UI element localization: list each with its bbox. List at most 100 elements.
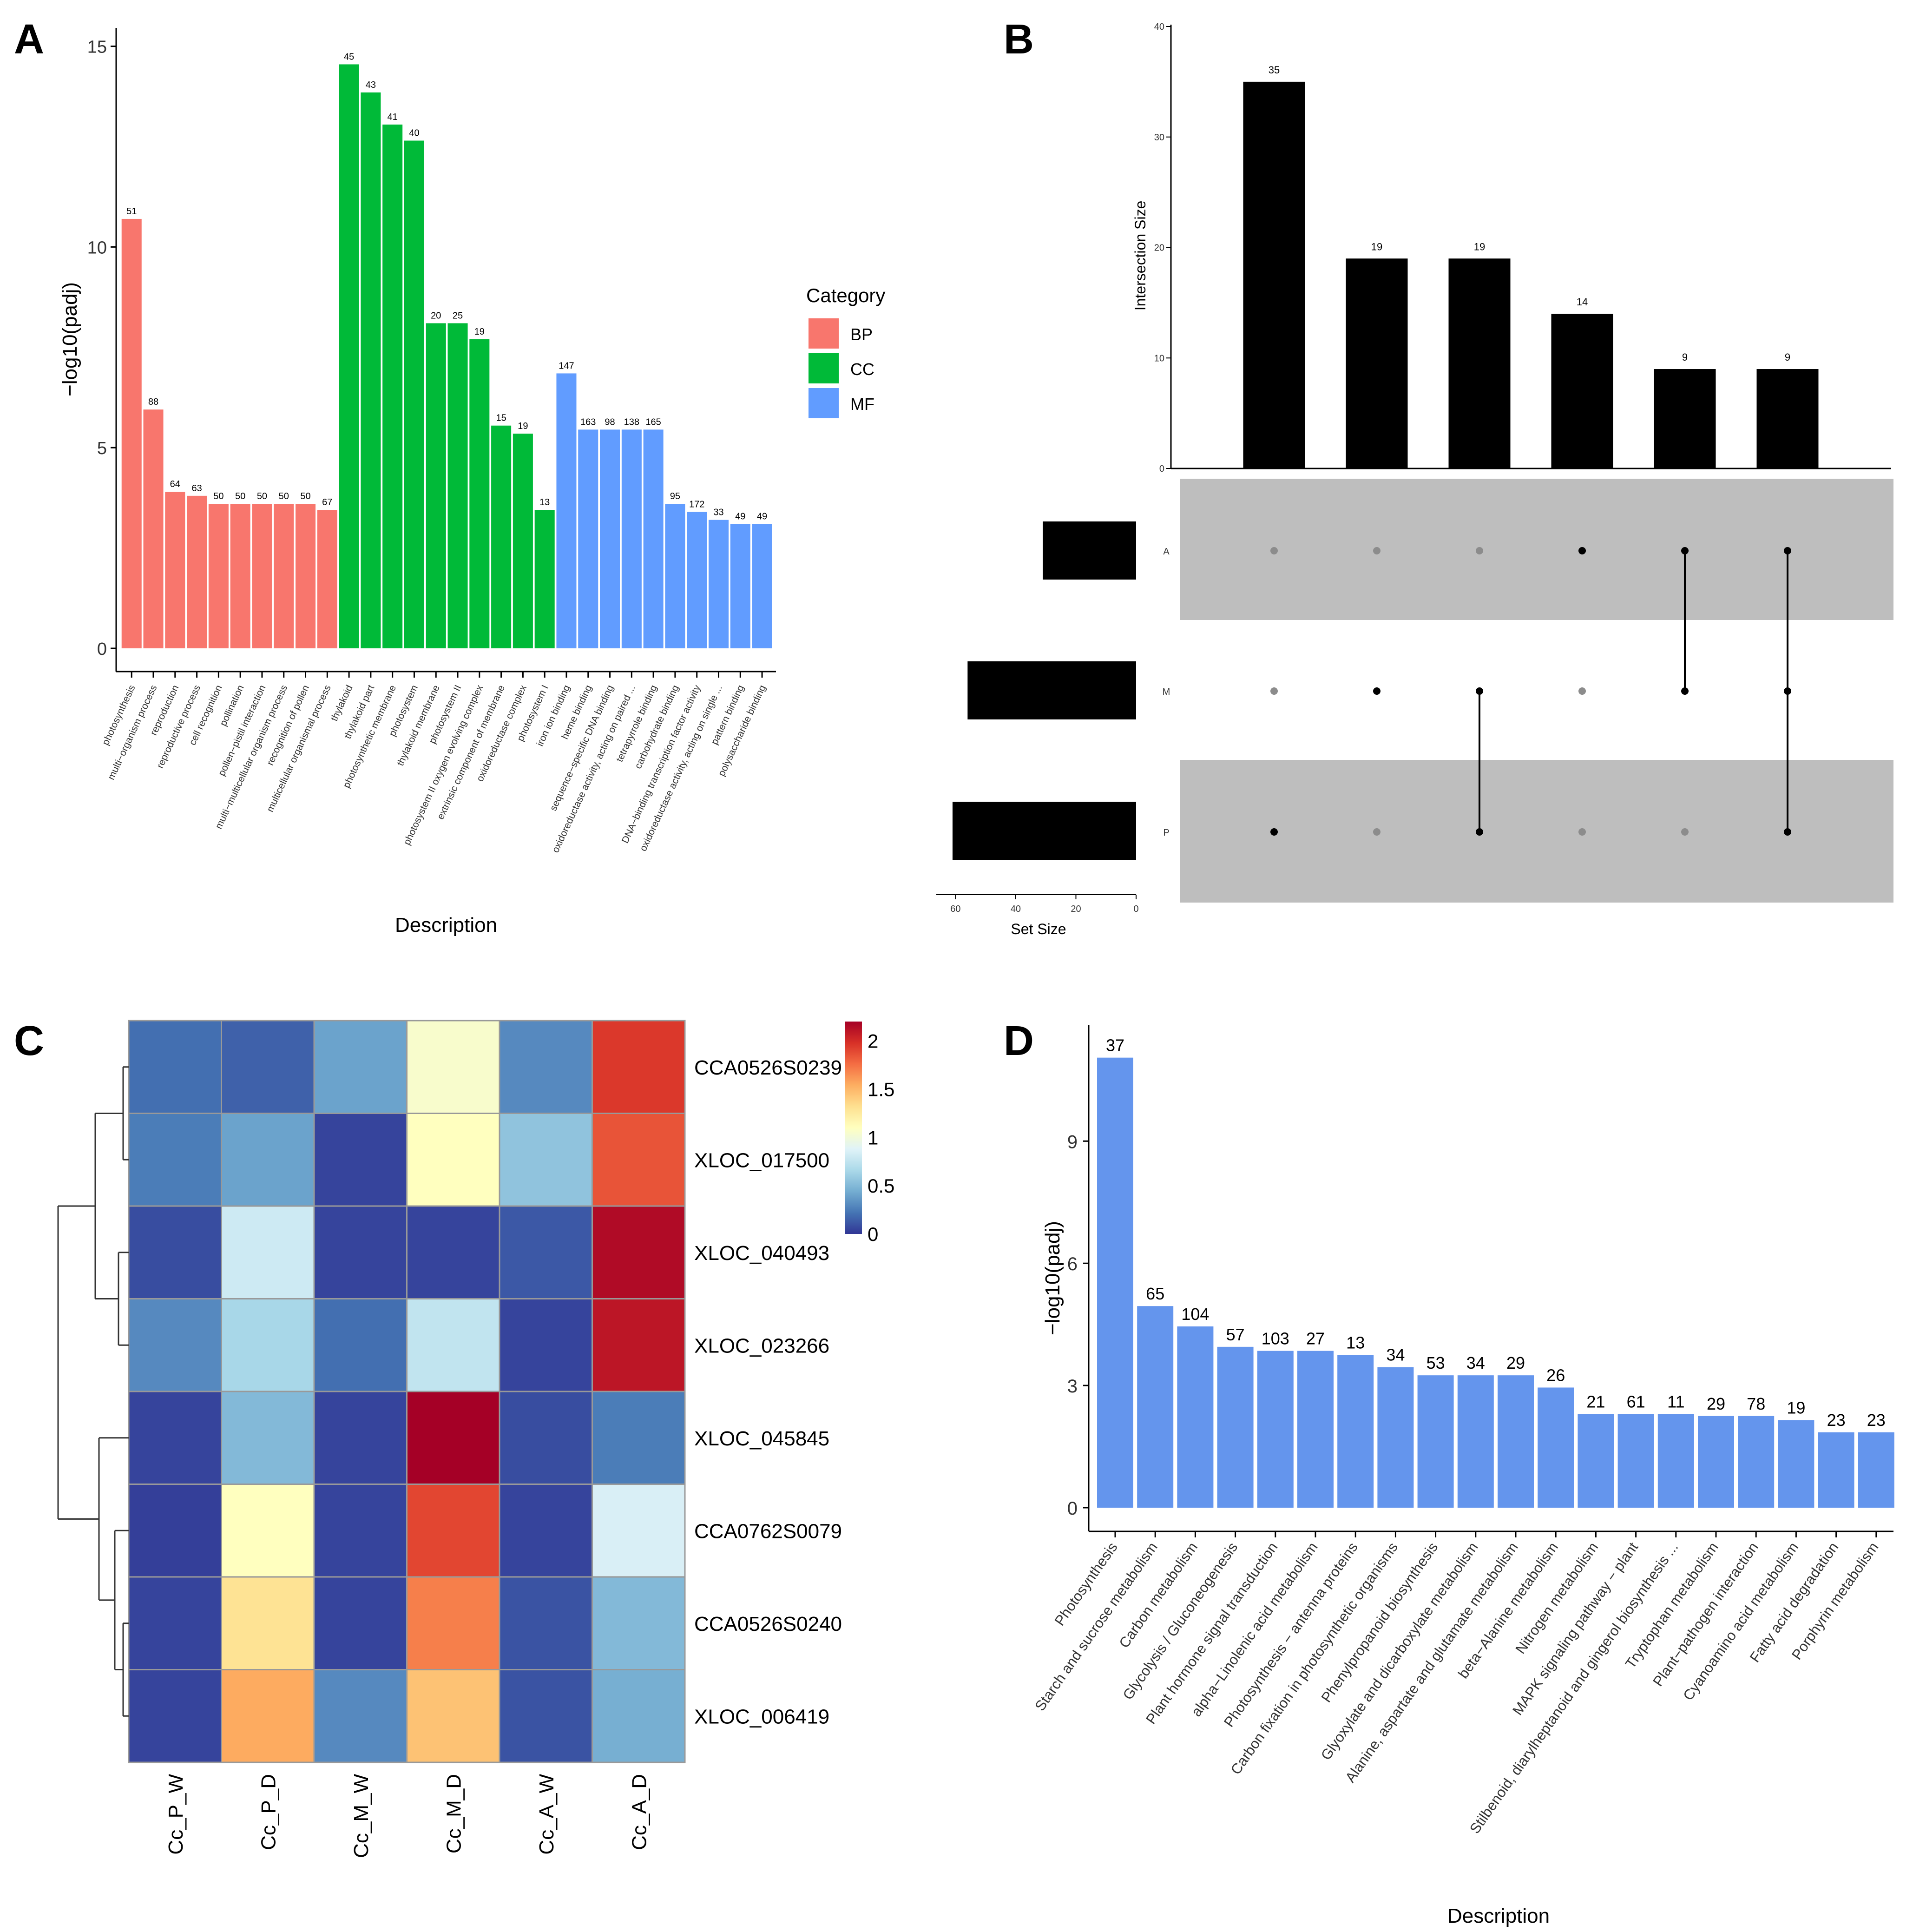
legend-entry: MF [850,395,874,414]
heatmap-cell [406,1298,500,1392]
heatmap-cell [406,1113,500,1207]
intersection-bar [1243,81,1305,468]
y-tick-label: 5 [97,439,107,458]
bar [1698,1416,1734,1508]
intersection-bar [1756,369,1819,468]
bar [339,64,359,649]
row-label: CCA0526S0240 [694,1613,842,1635]
bar [1257,1351,1294,1508]
data-label: 49 [757,511,767,521]
heatmap-cell [499,1576,593,1670]
set-size-tick-label: 40 [1011,904,1021,914]
y-tick-label: 9 [1067,1132,1078,1152]
matrix-dot-inactive [1373,547,1381,554]
heatmap-cell [221,1669,315,1763]
heatmap-cell [499,1298,593,1392]
row-label: XLOC_040493 [694,1242,829,1265]
set-size-tick-label: 60 [950,904,960,914]
y-tick-label: 10 [87,238,107,257]
data-label: 34 [1386,1345,1405,1365]
bar [1377,1367,1414,1508]
data-label: 29 [1707,1394,1725,1413]
y-tick-label: 6 [1067,1254,1078,1274]
heatmap-cell [313,1113,408,1207]
heatmap-cell [128,1576,222,1670]
bar [1578,1414,1614,1508]
bar [447,323,468,648]
color-bar-tick-label: 0 [868,1223,878,1245]
data-label: 45 [344,52,354,62]
bar [665,504,685,648]
data-label: 64 [170,479,180,489]
heatmap-cell [499,1113,593,1207]
y-axis-title: −log10(padj) [1041,1221,1064,1335]
data-label: 88 [148,397,158,407]
data-label: 20 [431,310,441,321]
y-tick-label: 3 [1067,1376,1078,1397]
heatmap-cell [592,1576,686,1670]
matrix-dot-inactive [1270,687,1278,695]
data-label: 37 [1106,1036,1124,1055]
legend-swatch [809,388,839,418]
heatmap-cell [128,1113,222,1207]
heatmap-cell [313,1020,408,1114]
bar [1498,1375,1534,1508]
data-label: 50 [300,491,310,501]
data-label: 50 [235,491,245,501]
column-label: Cc_M_D [442,1774,465,1853]
heatmap-cell [592,1113,686,1207]
y-tick-label: 0 [1067,1498,1078,1519]
data-label: 27 [1306,1329,1325,1348]
y-tick-label: 20 [1154,243,1164,253]
heatmap-cell [592,1205,686,1299]
data-label: 33 [713,508,723,518]
bar [687,512,707,648]
set-size-bar [1043,521,1136,580]
panel-label-b: B [1004,16,1034,63]
bar [1457,1375,1494,1508]
bar [426,323,446,648]
data-label: 14 [1577,296,1588,308]
data-label: 9 [1682,351,1688,363]
color-bar-tick-label: 2 [868,1030,878,1052]
set-name-label: A [1163,547,1170,557]
x-axis-title: Description [1447,1905,1550,1927]
data-label: 34 [1466,1353,1485,1372]
bar [578,429,598,648]
legend-title: Category [806,284,885,306]
bar [1538,1387,1574,1508]
matrix-stripe [1180,760,1893,903]
data-label: 147 [559,361,574,371]
matrix-dot-active [1270,828,1278,836]
data-label: 50 [213,491,224,501]
heatmap-cell [406,1669,500,1763]
heatmap-cell [499,1391,593,1485]
data-label: 57 [1226,1325,1245,1344]
bar [1738,1416,1775,1508]
data-label: 40 [409,128,419,138]
data-label: 23 [1867,1411,1886,1430]
data-label: 13 [1346,1333,1365,1352]
bar [556,373,577,648]
matrix-dot-inactive [1681,828,1689,836]
matrix-dot-inactive [1270,547,1278,554]
bar [469,339,490,648]
heatmap-cell [313,1205,408,1299]
legend-swatch [809,353,839,383]
matrix-dot-active [1578,547,1586,554]
data-label: 29 [1506,1353,1525,1372]
column-label: Cc_P_W [164,1774,187,1855]
y-axis-title: −log10(padj) [59,282,81,396]
bar [274,504,294,648]
data-label: 67 [322,497,332,508]
data-label: 19 [518,421,528,431]
bar [1217,1346,1254,1508]
data-label: 13 [539,497,550,508]
bar [513,433,533,648]
bar [730,524,750,648]
data-label: 61 [1627,1392,1645,1411]
data-label: 15 [496,413,506,423]
x-axis-title: Description [395,914,497,936]
bar [143,409,164,648]
